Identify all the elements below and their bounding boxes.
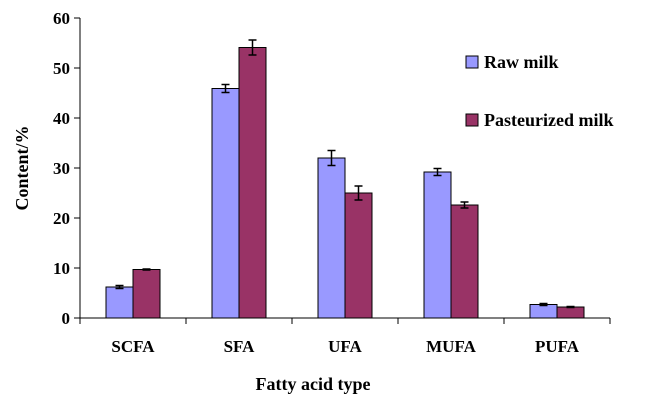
error-bars-layer bbox=[115, 39, 575, 309]
error-bar-scfa-series-1 bbox=[115, 284, 124, 290]
bar-mufa-series-1 bbox=[423, 171, 452, 319]
y-tick-label: 60 bbox=[53, 9, 70, 28]
error-bar-sfa-series-1 bbox=[221, 83, 230, 94]
error-bar-pufa-series-2 bbox=[566, 305, 575, 309]
bar-pufa-series-2 bbox=[556, 306, 585, 319]
y-tick-label: 10 bbox=[53, 259, 70, 278]
legend-swatch-series-2 bbox=[465, 113, 479, 127]
y-tick-label: 30 bbox=[53, 159, 70, 178]
bar-sfa-series-1 bbox=[211, 88, 240, 319]
legend-label-series-2: Pasteurized milk bbox=[484, 110, 613, 130]
axes-layer: SCFA SFA UFA MUFA PUFA 0 10 20 30 40 50 60 bbox=[53, 9, 611, 356]
bar-ufa-series-1 bbox=[317, 157, 346, 319]
bar-mufa-series-2 bbox=[450, 204, 479, 319]
error-bar-mufa-series-2 bbox=[460, 201, 469, 209]
y-tick-label: 0 bbox=[62, 309, 71, 328]
error-bar-mufa-series-1 bbox=[433, 167, 442, 177]
error-bar-pufa-series-1 bbox=[539, 302, 548, 307]
x-tick-label-sfa: SFA bbox=[224, 337, 256, 356]
x-tick-label-mufa: MUFA bbox=[426, 337, 476, 356]
y-tick-label: 50 bbox=[53, 59, 70, 78]
legend-swatch-series-1 bbox=[465, 55, 479, 69]
y-tick-label: 20 bbox=[53, 209, 70, 228]
bar-scfa-series-1 bbox=[105, 286, 134, 319]
error-bar-sfa-series-2 bbox=[248, 39, 257, 56]
y-axis-title: Content/% bbox=[12, 126, 32, 211]
x-tick-label-pufa: PUFA bbox=[535, 337, 580, 356]
bar-pufa-series-1 bbox=[529, 304, 558, 319]
bar-scfa-series-2 bbox=[132, 269, 161, 319]
x-tick-label-scfa: SCFA bbox=[111, 337, 155, 356]
legend-label-series-1: Raw milk bbox=[484, 52, 559, 72]
error-bar-scfa-series-2 bbox=[142, 268, 151, 271]
bars-layer bbox=[105, 47, 585, 319]
legend: Raw milk Pasteurized milk bbox=[465, 52, 613, 130]
error-bar-ufa-series-1 bbox=[327, 149, 336, 167]
error-bar-ufa-series-2 bbox=[354, 185, 363, 201]
x-tick-label-ufa: UFA bbox=[328, 337, 362, 356]
bar-sfa-series-2 bbox=[238, 47, 267, 319]
y-tick-label: 40 bbox=[53, 109, 70, 128]
bar-ufa-series-2 bbox=[344, 192, 373, 319]
x-axis-title: Fatty acid type bbox=[256, 374, 371, 394]
